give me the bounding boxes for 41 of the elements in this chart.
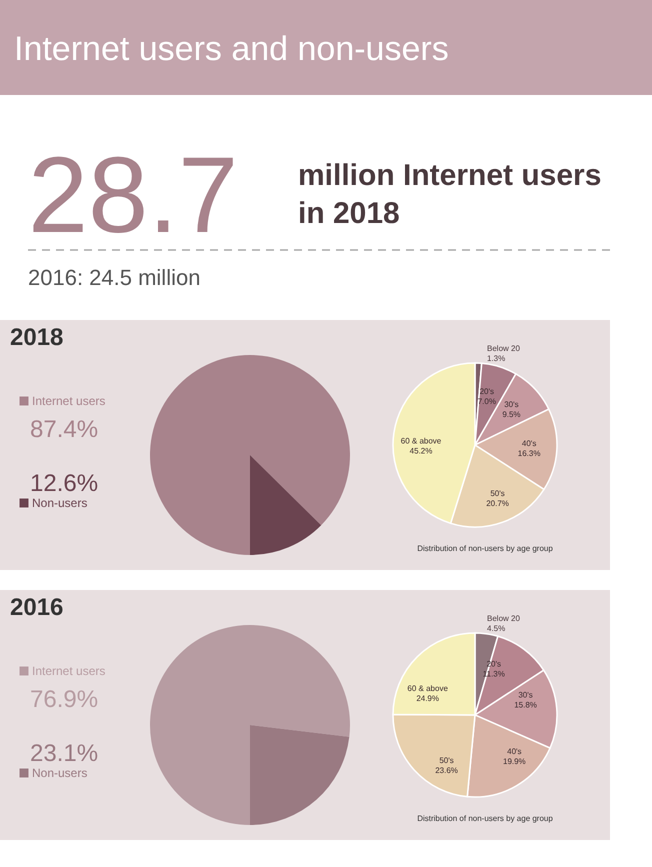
- data-label: 19.9%: [502, 757, 526, 766]
- slice-label: 20's: [480, 387, 494, 396]
- chart-title: 2018: [10, 324, 64, 351]
- legend-label: Internet users: [32, 394, 106, 408]
- slice-label: Below 20: [487, 614, 520, 623]
- slice-label: 30's: [504, 400, 519, 409]
- pie-slice: [150, 625, 350, 825]
- pie-slice: [150, 355, 350, 555]
- data-label: 24.9%: [416, 694, 439, 703]
- data-label: 16.3%: [518, 448, 540, 458]
- text: million Internet users in 2018: [298, 159, 602, 230]
- data-label: 20.7%: [486, 499, 509, 508]
- data-label: 15.8%: [514, 700, 537, 710]
- pie-slice: [250, 455, 322, 555]
- data-label: 23.1%: [30, 740, 98, 767]
- slice-label: 30's: [518, 690, 533, 700]
- data-label: 45.2%: [410, 446, 432, 456]
- data-label: 1.3%: [487, 354, 506, 363]
- legend-label: Non-users: [32, 766, 88, 780]
- legend-label: Internet users: [32, 664, 106, 678]
- slice-label: 50's: [439, 756, 454, 766]
- slice-label: 60 & above: [407, 684, 448, 693]
- slice-label: 40's: [522, 438, 536, 448]
- text: 2016: 24.5 million: [28, 265, 200, 290]
- text: Distribution of non-users by age group: [417, 544, 554, 553]
- slice-label: 40's: [507, 747, 522, 756]
- data-label: 23.6%: [435, 766, 458, 776]
- data-label: 9.5%: [502, 410, 521, 419]
- data-label: 4.5%: [487, 624, 506, 633]
- chart-title: 2016: [10, 594, 64, 621]
- slice-label: 50's: [490, 489, 505, 498]
- legend-label: Non-users: [32, 496, 88, 510]
- text: 28.7: [28, 134, 238, 255]
- text: Distribution of non-users by age group: [417, 814, 554, 823]
- pie-slice: [250, 725, 350, 825]
- data-label: 76.9%: [30, 686, 98, 713]
- data-label: 87.4%: [30, 416, 98, 443]
- data-label: 12.6%: [30, 470, 98, 497]
- slice-label: 60 & above: [400, 436, 442, 446]
- text: Internet users and non-users: [14, 30, 449, 68]
- slice-label: Below 20: [487, 344, 520, 353]
